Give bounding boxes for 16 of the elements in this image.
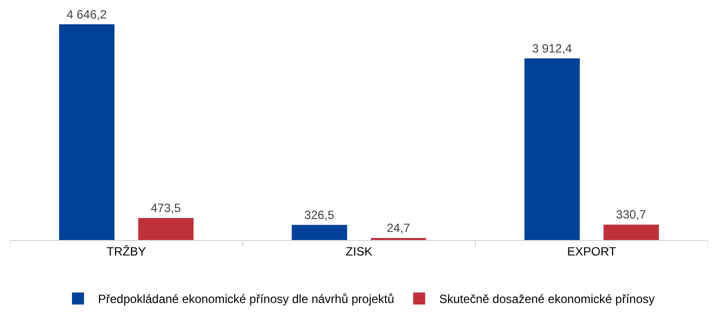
data-label: 24,7 xyxy=(386,221,410,235)
bar xyxy=(524,58,580,240)
data-label: 326,5 xyxy=(304,208,335,222)
x-tick-label: EXPORT xyxy=(567,244,617,258)
bar xyxy=(59,24,114,240)
legend-label: Předpokládané ekonomické přínosy dle návrhů projektů xyxy=(98,292,394,306)
bar xyxy=(138,218,194,240)
legend-label: Skutečně dosažené ekonomické přínosy xyxy=(439,292,655,306)
x-tick-label: ZISK xyxy=(346,244,372,258)
x-tick-label: TRŽBY xyxy=(106,244,146,258)
data-label: 4 646,2 xyxy=(66,7,107,22)
data-label: 330,7 xyxy=(616,208,646,222)
data-label: 473,5 xyxy=(150,201,182,216)
bar xyxy=(292,224,348,240)
data-label: 3 912,4 xyxy=(532,41,572,56)
bar xyxy=(604,224,659,240)
